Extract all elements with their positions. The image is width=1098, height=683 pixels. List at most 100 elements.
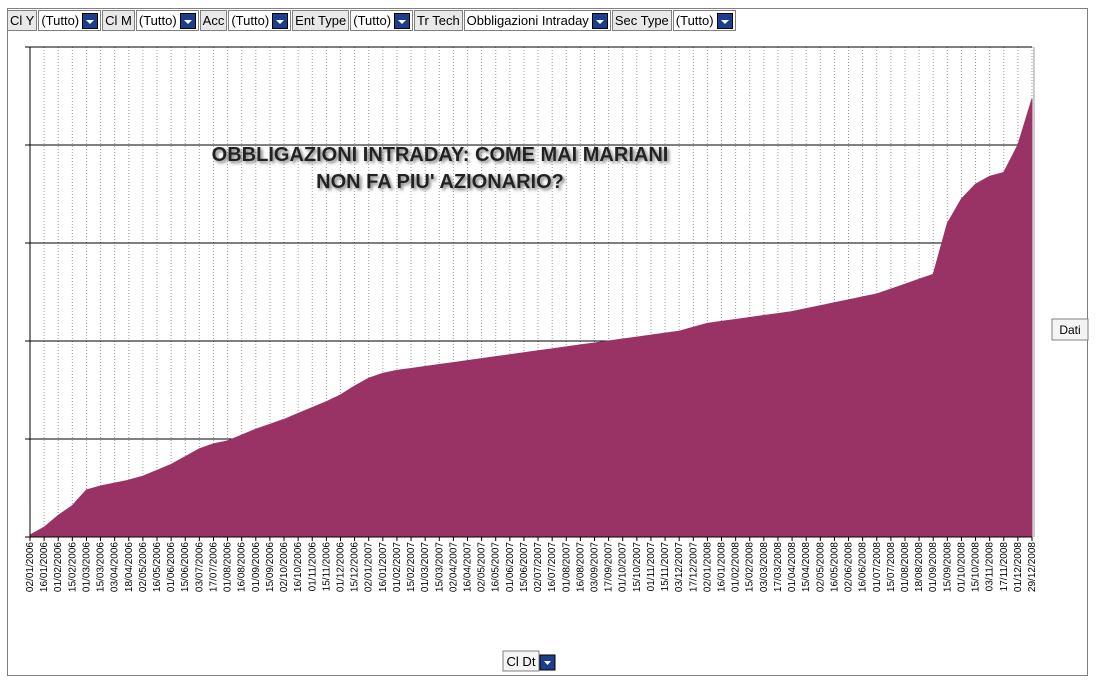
x-tick-label: 17/03/2008: [773, 542, 784, 592]
x-tick-label: 15/06/2006: [180, 542, 191, 592]
x-tick-label: 17/12/2007: [688, 542, 699, 592]
field-value: (Tutto): [350, 10, 414, 31]
x-tick-label: 15/10/2008: [971, 542, 982, 592]
field-value-text: (Tutto): [353, 13, 392, 28]
x-tick-label: 01/12/2006: [335, 542, 346, 592]
x-tick-label: 15/02/2007: [406, 542, 417, 592]
x-tick-label: 15/09/2008: [942, 542, 953, 592]
x-tick-label: 02/05/2006: [138, 542, 149, 592]
x-tick-label: 02/01/2006: [25, 542, 36, 592]
x-tick-label: 02/01/2007: [364, 542, 375, 592]
dropdown-button[interactable]: [394, 12, 411, 29]
x-tick-label: 16/01/2008: [717, 542, 728, 592]
x-tick-label: 01/08/2006: [223, 542, 234, 592]
x-tick-label: 16/08/2006: [237, 542, 248, 592]
field-value-text: (Tutto): [138, 13, 177, 28]
x-tick-label: 16/10/2006: [293, 542, 304, 592]
x-tick-label: 15/10/2007: [632, 542, 643, 592]
x-tick-label: 01/11/2007: [646, 542, 657, 592]
x-tick-label: 16/04/2007: [462, 542, 473, 592]
x-tick-label: 02/05/2008: [815, 542, 826, 592]
x-tick-label: 03/07/2006: [194, 542, 205, 592]
legend-label: Dati: [1059, 323, 1080, 337]
dropdown-arrow: [544, 661, 551, 665]
dropdown-button[interactable]: [179, 12, 196, 29]
x-tick-label: 16/05/2006: [152, 542, 163, 592]
x-tick-label: 15/06/2007: [519, 542, 530, 592]
x-tick-label: 01/09/2006: [251, 542, 262, 592]
x-tick-label: 16/05/2008: [829, 542, 840, 592]
field-value-text: (Tutto): [41, 13, 80, 28]
x-tick-label: 16/06/2008: [858, 542, 869, 592]
x-tick-label: 02/06/2008: [844, 542, 855, 592]
x-tick-label: 02/04/2007: [448, 542, 459, 592]
x-tick-label: 02/05/2007: [477, 542, 488, 592]
x-tick-label: 01/08/2008: [900, 542, 911, 592]
x-tick-label: 01/10/2008: [956, 542, 967, 592]
x-tick-label: 01/03/2007: [420, 542, 431, 592]
x-tick-label: 15/12/2006: [350, 542, 361, 592]
x-tick-label: 01/09/2008: [928, 542, 939, 592]
area: [29, 98, 1033, 538]
x-tick-label: 16/01/2006: [39, 542, 50, 592]
field-value: (Tutto): [672, 10, 736, 31]
legend-box: [1051, 318, 1089, 341]
x-tick-label: 01/07/2008: [872, 542, 883, 592]
dropdown-button[interactable]: [591, 12, 608, 29]
dropdown-button[interactable]: [716, 12, 733, 29]
x-tick-label: 01/02/2006: [53, 542, 64, 592]
x-tick-label: 03/04/2006: [110, 542, 121, 592]
x-tick-label: 02/07/2007: [533, 542, 544, 592]
x-tick-label: 01/02/2008: [731, 542, 742, 592]
x-tick-label: 15/11/2007: [660, 542, 671, 592]
x-tick-label: 16/01/2007: [378, 542, 389, 592]
dropdown-button[interactable]: [272, 12, 289, 29]
field-button[interactable]: Sec Type: [611, 10, 672, 31]
x-tick-label: 29/12/2008: [1027, 542, 1038, 592]
field-value: (Tutto): [38, 10, 102, 31]
field-value-text: (Tutto): [231, 13, 270, 28]
x-tick-label: 03/11/2008: [985, 542, 996, 592]
x-tick-label: 15/02/2008: [745, 542, 756, 592]
field-button[interactable]: Tr Tech: [414, 10, 463, 31]
x-tick-label: 16/05/2007: [491, 542, 502, 592]
field-button[interactable]: Cl M: [102, 10, 135, 31]
x-tick-label: 15/03/2006: [96, 542, 107, 592]
field-value: (Tutto): [135, 10, 199, 31]
annotation: NON FA PIU' AZIONARIO?: [316, 171, 564, 193]
x-tick-label: 03/03/2008: [759, 542, 770, 592]
x-tick-label: 18/08/2008: [914, 542, 925, 592]
legend: Dati: [1051, 318, 1089, 341]
x-field-label: Cl Dt: [507, 654, 536, 669]
x-tick-label: 01/04/2008: [787, 542, 798, 592]
x-tick-label: 15/07/2008: [886, 542, 897, 592]
x-tick-label: 01/06/2007: [505, 542, 516, 592]
x-tick-label: 15/03/2007: [434, 542, 445, 592]
x-field-box: [502, 650, 540, 672]
x-tick-label: 01/06/2006: [166, 542, 177, 592]
x-tick-label: 01/11/2006: [307, 542, 318, 592]
x-tick-label: 02/01/2008: [702, 542, 713, 592]
page-fields: Cl Y (Tutto) Cl M (Tutto) Acc (Tutto) Ent Type…: [7, 10, 736, 31]
annotation: OBBLIGAZIONI INTRADAY: COME MAI MARIANI: [212, 144, 669, 166]
x-tick-label: 01/03/2006: [81, 542, 92, 592]
x-tick-label: 17/11/2008: [999, 542, 1010, 592]
x-tick-label: 01/08/2007: [561, 542, 572, 592]
x-tick-label: 01/10/2007: [618, 542, 629, 592]
x-tick-label: 18/04/2006: [124, 542, 135, 592]
x-tick-label: 15/09/2006: [265, 542, 276, 592]
field-button[interactable]: Cl Y: [7, 10, 38, 31]
chart-frame: [7, 8, 1088, 676]
x-tick-label: 15/02/2006: [67, 542, 78, 592]
field-button[interactable]: Acc: [199, 10, 228, 31]
dropdown-button[interactable]: [82, 12, 99, 29]
field-value: Obbligazioni Intraday: [463, 10, 611, 31]
x-tick-label: 03/12/2007: [674, 542, 685, 592]
x-field-button[interactable]: Cl Dt: [502, 650, 556, 672]
field-button[interactable]: Ent Type: [292, 10, 350, 31]
x-tick-label: 01/02/2007: [392, 542, 403, 592]
x-tick-label: 01/12/2008: [1013, 542, 1024, 592]
x-tick-label: 16/08/2007: [575, 542, 586, 592]
